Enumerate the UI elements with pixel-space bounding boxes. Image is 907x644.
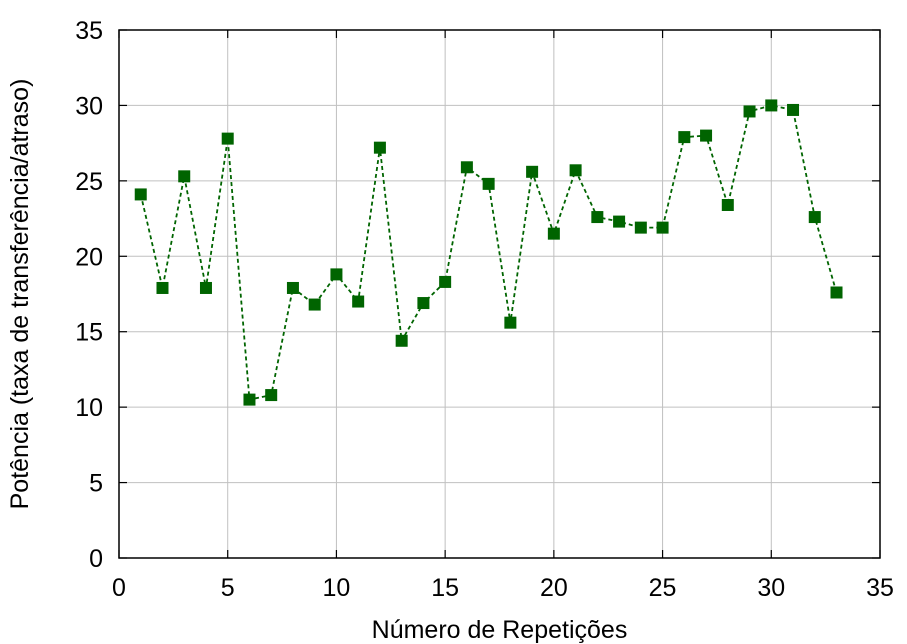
data-point <box>721 198 734 211</box>
data-point <box>830 286 843 299</box>
x-tick-label: 5 <box>221 574 235 602</box>
data-point <box>243 393 256 406</box>
data-point <box>265 389 278 402</box>
y-tick-label: 10 <box>75 394 103 422</box>
data-point <box>700 129 713 142</box>
data-point <box>504 316 517 329</box>
y-tick-label: 0 <box>89 545 103 573</box>
series-line <box>139 104 838 401</box>
data-point <box>373 141 386 154</box>
data-point <box>765 99 778 112</box>
y-tick-label: 5 <box>89 470 103 498</box>
y-tick-label: 30 <box>75 92 103 120</box>
data-point <box>634 221 647 234</box>
data-point <box>439 275 452 288</box>
y-tick-label: 25 <box>75 168 103 196</box>
data-point <box>330 268 343 281</box>
data-point <box>199 281 212 294</box>
data-point <box>569 164 582 177</box>
data-point <box>352 295 365 308</box>
axis-ticks: 0 5 10 15 20 25 30 35 0 5 10 15 20 25 30 35 <box>75 17 894 602</box>
data-point <box>482 177 495 190</box>
x-tick-label: 15 <box>431 574 459 602</box>
data-point <box>286 281 299 294</box>
x-tick-label: 0 <box>112 574 126 602</box>
data-point <box>460 161 473 174</box>
data-point <box>308 298 321 311</box>
grid <box>119 30 880 558</box>
series-potencia <box>134 99 843 406</box>
y-tick-label: 20 <box>75 243 103 271</box>
data-point <box>808 211 821 224</box>
data-point <box>613 215 626 228</box>
x-tick-label: 25 <box>649 574 677 602</box>
data-point <box>787 103 800 116</box>
data-point <box>417 297 430 310</box>
data-point <box>178 170 191 183</box>
y-tick-label: 35 <box>75 17 103 45</box>
data-point <box>134 188 147 201</box>
data-point <box>526 165 539 178</box>
y-tick-label: 15 <box>75 319 103 347</box>
data-point <box>395 334 408 347</box>
data-point <box>743 105 756 118</box>
x-tick-label: 35 <box>866 574 894 602</box>
data-point <box>591 211 604 224</box>
data-point <box>656 221 669 234</box>
plot-area-frame <box>118 29 881 559</box>
x-tick-label: 30 <box>757 574 785 602</box>
x-tick-label: 20 <box>540 574 568 602</box>
data-point <box>221 132 234 145</box>
y-axis-label: Potência (taxa de transferência/atraso) <box>6 79 34 510</box>
data-point <box>547 227 560 240</box>
x-axis-label: Número de Repetições <box>372 616 628 644</box>
data-point <box>156 281 169 294</box>
x-tick-label: 10 <box>323 574 351 602</box>
data-point <box>678 131 691 144</box>
